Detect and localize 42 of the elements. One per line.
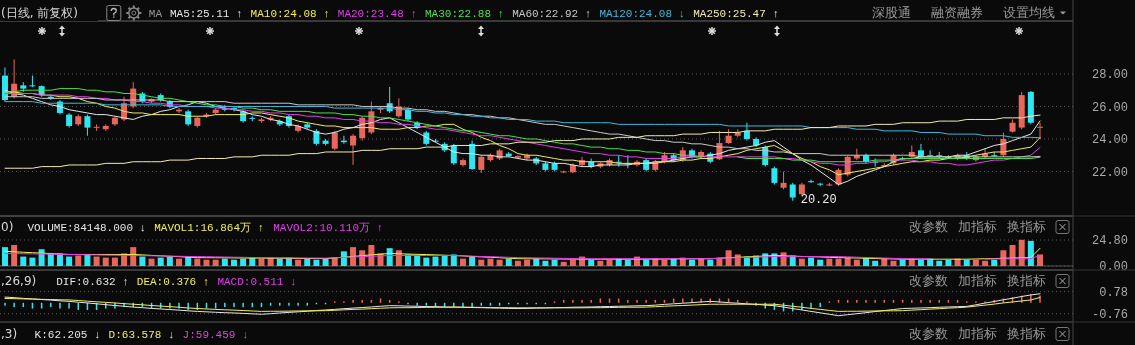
y-tick-label: 0.00 <box>1099 260 1128 275</box>
text: MA120:24.08 ↓ <box>599 7 686 20</box>
y-tick-label: -0.76 <box>1091 307 1128 322</box>
chart-title: ,26,9) <box>1 274 37 289</box>
text: MA250:25.47 ↑ <box>693 7 780 20</box>
text: MA30:22.88 ↑ <box>425 7 505 20</box>
y-tick-label: 0.78 <box>1099 285 1128 300</box>
annotation: 换指标 <box>1007 273 1046 289</box>
series-label: DEA:0.376 ↑ <box>136 275 210 288</box>
y-tick-label: 22.00 <box>1091 165 1128 180</box>
annotation: 加指标 <box>958 219 997 235</box>
legend-label: J:59.459 ↓ <box>182 328 249 341</box>
y-tick-label: 28.00 <box>1091 68 1128 83</box>
annotation: 20.20 <box>800 192 837 207</box>
annotation: 改参数 <box>909 273 948 289</box>
text: MA20:23.48 ↑ <box>337 7 418 20</box>
y-tick-label: 24.80 <box>1091 234 1128 249</box>
text: 改参数 <box>909 326 948 342</box>
annotation: 换指标 <box>1007 219 1046 235</box>
chart-title: 0) <box>1 220 14 235</box>
series-label: MAVOL2:10.110万 ↑ <box>273 221 384 234</box>
chart-title: (日线, 前复权) <box>1 6 78 21</box>
series-label: DIF:0.632 ↑ <box>56 275 129 288</box>
text: MA5:25.11 ↑ <box>170 7 243 20</box>
annotation: 加指标 <box>958 273 997 289</box>
text: ,3) <box>1 327 18 342</box>
series-label: VOLUME:84148.000 ↓ <box>27 221 147 234</box>
y-tick-label: 24.00 <box>1091 133 1128 148</box>
legend-title: MA <box>148 7 163 20</box>
y-tick-label: 26.00 <box>1091 100 1128 115</box>
annotation: 改参数 <box>909 219 948 235</box>
legend-label: D:63.578 ↓ <box>108 328 175 341</box>
annotation: MACD:0.511 ↓ <box>217 275 297 288</box>
text: MA10:24.08 ↑ <box>250 7 330 20</box>
legend-label: K:62.205 ↓ <box>34 328 101 341</box>
text: 融资融券 <box>931 5 983 21</box>
text: 换指标 <box>1007 326 1046 342</box>
text: 加指标 <box>958 326 997 342</box>
text: MA60:22.92 ↑ <box>512 7 592 20</box>
text: 深股通 <box>872 5 911 21</box>
text: 设置均线 <box>1003 5 1055 21</box>
series-label: MAVOL1:16.864万 ↑ <box>154 221 265 234</box>
